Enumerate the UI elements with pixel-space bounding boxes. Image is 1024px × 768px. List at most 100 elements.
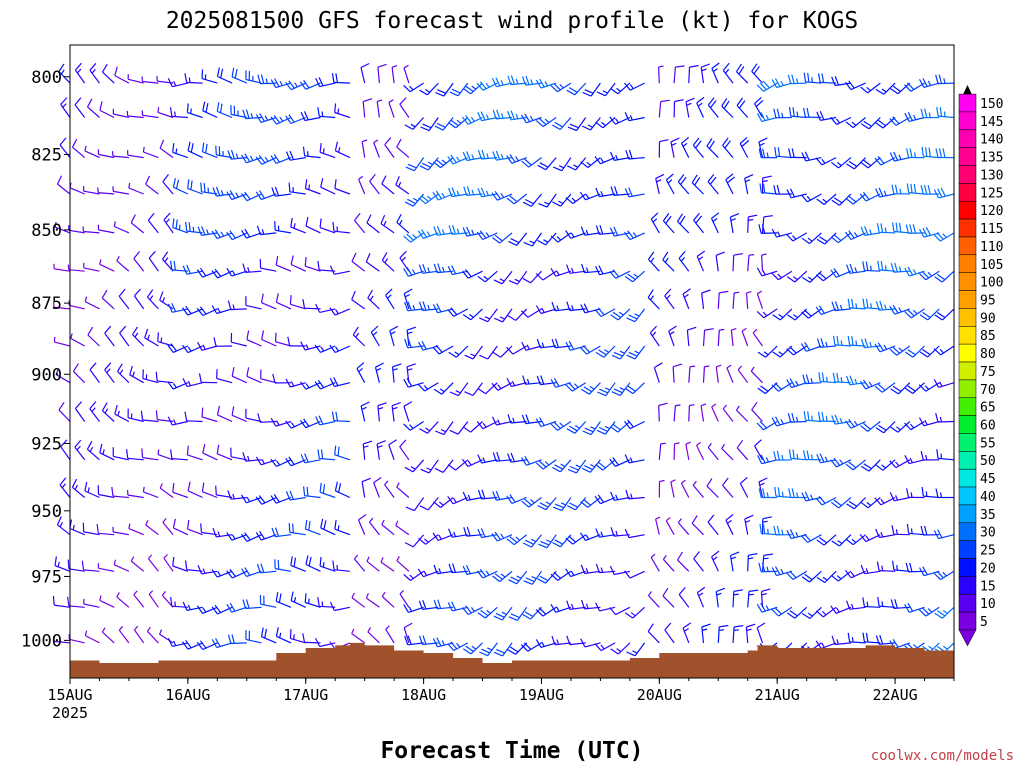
wind-barb — [147, 289, 159, 310]
wind-barb — [492, 451, 513, 462]
wind-barb — [537, 157, 557, 171]
wind-barb — [756, 622, 766, 644]
wind-barb — [715, 587, 726, 608]
colorbar-swatch — [958, 129, 977, 148]
wind-barb — [172, 178, 189, 195]
wind-barb — [597, 382, 616, 397]
wind-barb — [936, 449, 955, 461]
wind-barb — [786, 378, 807, 389]
wind-barb — [58, 401, 71, 422]
wind-barb — [831, 414, 851, 425]
wind-barb — [758, 137, 768, 158]
wind-barb — [395, 520, 410, 536]
wind-barb — [255, 190, 277, 201]
wind-barb — [890, 82, 911, 95]
wind-barb — [226, 532, 248, 541]
colorbar-swatch — [958, 504, 977, 524]
wind-barb — [595, 528, 616, 538]
wind-barb — [845, 117, 866, 129]
wind-barb — [432, 303, 454, 314]
wind-barb — [816, 453, 837, 464]
wind-barb — [685, 441, 691, 460]
wind-barb — [370, 325, 380, 347]
wind-barb — [889, 345, 911, 356]
wind-barb — [891, 525, 910, 536]
wind-barb — [730, 328, 737, 347]
wind-barb — [302, 146, 321, 159]
wind-barb — [520, 455, 542, 466]
wind-barb — [172, 556, 189, 572]
wind-barb — [673, 442, 680, 460]
wind-barb — [201, 69, 218, 84]
wind-barb — [860, 338, 881, 349]
wind-barb — [374, 362, 384, 383]
colorbar-swatch — [958, 611, 977, 631]
wind-barb — [508, 270, 528, 285]
wind-barb — [739, 476, 749, 498]
wind-barb — [140, 410, 159, 423]
wind-barb — [706, 138, 719, 159]
wind-barb — [256, 225, 277, 236]
wind-barb — [506, 534, 528, 546]
wind-barb — [722, 137, 734, 158]
wind-barb — [305, 555, 321, 572]
colorbar-swatch — [958, 254, 977, 273]
wind-barb — [290, 556, 306, 572]
wind-barb — [492, 109, 513, 120]
wind-barb — [59, 477, 71, 498]
wind-barb — [673, 65, 685, 84]
wind-barb — [315, 77, 336, 88]
wind-barb — [159, 629, 174, 644]
wind-barb — [816, 534, 837, 546]
wind-barb — [862, 298, 881, 310]
wind-barb — [133, 625, 145, 644]
wind-barb — [860, 117, 881, 130]
wind-barb — [211, 229, 233, 240]
wind-barb — [506, 378, 527, 388]
wind-barb — [682, 622, 692, 644]
wind-barb — [650, 553, 660, 572]
wind-barb — [260, 293, 277, 310]
wind-barb — [216, 369, 233, 384]
wind-barb — [693, 212, 704, 234]
wind-barb — [167, 416, 189, 426]
wind-barb — [647, 289, 660, 310]
wind-barb — [693, 551, 704, 572]
wind-barb — [319, 482, 336, 499]
wind-barb — [904, 308, 925, 319]
wind-barb — [802, 374, 822, 385]
wind-barb — [329, 601, 351, 612]
wind-barb — [396, 214, 410, 234]
colorbar-label: 140 — [980, 133, 1003, 148]
wind-barb — [729, 551, 740, 572]
wind-barb — [97, 224, 115, 234]
wind-barb — [678, 251, 690, 272]
wind-barb — [816, 193, 837, 205]
colorbar-label: 80 — [980, 347, 996, 362]
wind-barb — [373, 139, 380, 158]
wind-barb — [131, 326, 145, 347]
wind-barb — [418, 534, 439, 545]
wind-barb — [172, 518, 189, 536]
colorbar-swatch — [958, 451, 977, 470]
wind-barb — [860, 459, 881, 472]
wind-barb — [285, 80, 306, 91]
wind-barb — [275, 627, 292, 644]
wind-barb — [56, 175, 71, 195]
colorbar-label: 45 — [980, 472, 996, 487]
wind-barb — [677, 174, 690, 195]
wind-barb — [906, 488, 925, 499]
wind-barb — [433, 225, 454, 236]
wind-barb — [756, 308, 778, 319]
wind-barb — [594, 494, 616, 505]
colorbar-label: 150 — [980, 97, 1003, 112]
wind-barb — [707, 514, 719, 536]
wind-barb — [890, 421, 911, 433]
wind-barb — [334, 445, 351, 461]
wind-barb — [395, 176, 410, 195]
wind-barb — [319, 218, 336, 234]
wind-barb — [662, 213, 675, 234]
wind-barb — [462, 308, 483, 321]
y-tick-label: 825 — [31, 145, 62, 165]
